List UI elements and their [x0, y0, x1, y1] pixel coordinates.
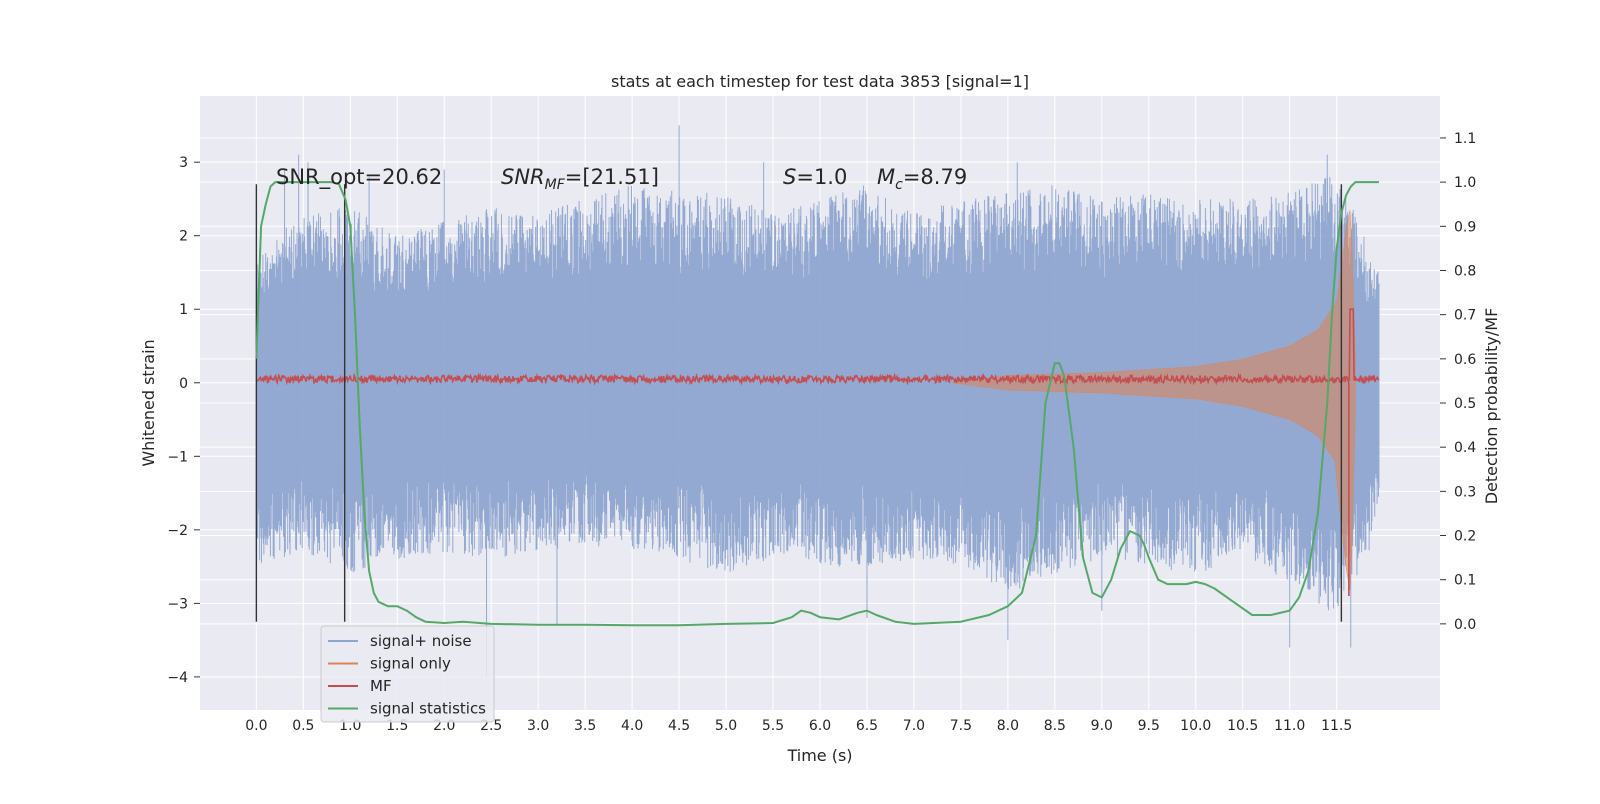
annotation-snr-mf-value: =[21.51] — [565, 165, 659, 189]
y2-axis-label: Detection probability/MF — [1482, 308, 1501, 505]
annotation-s-main: S — [783, 165, 796, 189]
annotation-snr-mf: SNRMF=[21.51] — [501, 165, 659, 193]
annotation-mc: Mc=8.79 — [877, 165, 967, 193]
annotation-mc-main: M — [877, 165, 895, 189]
annotation-mc-sub: c — [895, 177, 903, 193]
y2-tick-label: 0.2 — [1454, 529, 1476, 545]
x-axis-label: Time (s) — [786, 746, 852, 765]
x-tick-label: 10.0 — [1180, 718, 1211, 734]
y2-tick-label: 0.1 — [1454, 573, 1476, 589]
y-tick-label: −2 — [167, 523, 188, 539]
y-tick-label: 0 — [179, 376, 188, 392]
x-tick-label: 7.5 — [950, 718, 972, 734]
chart-title: stats at each timestep for test data 385… — [611, 72, 1029, 91]
x-tick-label: 8.5 — [1044, 718, 1066, 734]
legend-label: signal+ noise — [370, 632, 472, 650]
y2-tick-label: 0.0 — [1454, 617, 1476, 633]
y-tick-label: −4 — [167, 670, 188, 686]
x-tick-label: 8.0 — [997, 718, 1019, 734]
series-layer — [255, 125, 1380, 677]
y-tick-label: 3 — [179, 155, 188, 171]
annotation-s-value: =1.0 — [796, 165, 847, 189]
x-tick-label: 10.5 — [1227, 718, 1258, 734]
y-tick-label: −1 — [167, 449, 188, 465]
legend-label: signal only — [370, 655, 451, 673]
y-axis-label: Whitened strain — [139, 339, 158, 466]
annotation-snr-opt: SNR_opt=20.62 — [276, 165, 442, 190]
x-tick-label: 4.0 — [621, 718, 643, 734]
x-tick-label: 0.5 — [292, 718, 314, 734]
annotation-snr-mf-main: SNR — [501, 165, 545, 189]
series-signal-statistics — [255, 181, 1379, 627]
y-tick-label: −3 — [167, 596, 188, 612]
x-tick-label: 6.0 — [809, 718, 831, 734]
x-tick-label: 7.0 — [903, 718, 925, 734]
x-tick-label: 0.0 — [245, 718, 267, 734]
x-tick-label: 4.5 — [668, 718, 690, 734]
y2-tick-label: 0.7 — [1454, 308, 1476, 324]
tick-labels: 0.0 0.5 1.0 1.5 2.0 2.5 3.0 3.5 4.0 4.5 5.0 5.5 6.0 6… — [167, 131, 1476, 734]
y2-tick-label: 0.6 — [1454, 352, 1476, 368]
legend-entries: signal+ noise signal only MF signal statist… — [328, 632, 486, 718]
series-mf — [256, 308, 1380, 596]
legend: signal+ noise signal only MF signal statist… — [320, 625, 495, 723]
y2-tick-label: 0.9 — [1454, 219, 1476, 235]
y-tick-label: 2 — [179, 229, 188, 245]
annotations: SNR_opt=20.62 SNRMF=[21.51] S=1.0 Mc=8.7… — [276, 165, 967, 193]
series-signal-only — [951, 210, 1356, 591]
x-tick-label: 5.5 — [762, 718, 784, 734]
legend-label: MF — [370, 677, 392, 695]
y2-tick-label: 1.0 — [1454, 175, 1476, 191]
x-tick-label: 9.5 — [1138, 718, 1160, 734]
y2-tick-label: 0.8 — [1454, 263, 1476, 279]
x-tick-label: 3.5 — [574, 718, 596, 734]
y-tick-label: 1 — [179, 302, 188, 318]
x-tick-label: 5.0 — [715, 718, 737, 734]
legend-label: signal statistics — [370, 700, 486, 718]
y2-tick-label: 1.1 — [1454, 131, 1476, 147]
x-tick-label: 3.0 — [527, 718, 549, 734]
annotation-snr-mf-sub: MF — [545, 177, 566, 193]
x-tick-label: 11.5 — [1321, 718, 1352, 734]
y2-tick-label: 0.4 — [1454, 440, 1476, 456]
y2-tick-label: 0.5 — [1454, 396, 1476, 412]
y2-tick-label: 0.3 — [1454, 484, 1476, 500]
annotation-mc-value: =8.79 — [903, 165, 967, 189]
legend-box — [320, 625, 495, 723]
x-tick-label: 11.0 — [1274, 718, 1305, 734]
x-tick-label: 9.0 — [1091, 718, 1113, 734]
annotation-s: S=1.0 — [783, 165, 847, 189]
x-tick-label: 6.5 — [856, 718, 878, 734]
